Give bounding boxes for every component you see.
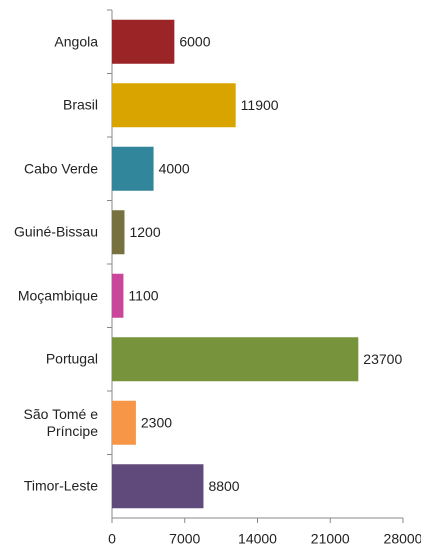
x-tick-label: 28000 xyxy=(384,531,421,547)
y-tick-label: Guiné-Bissau xyxy=(13,223,98,240)
data-label: 8800 xyxy=(208,478,239,494)
bar xyxy=(112,210,125,255)
y-tick-label: Moçambique xyxy=(17,287,98,304)
y-tick-label: Portugal xyxy=(45,350,98,367)
y-tick-label: Timor-Leste xyxy=(23,477,98,494)
bar xyxy=(112,146,154,191)
data-label: 1100 xyxy=(128,287,158,303)
bar xyxy=(112,400,136,445)
data-label: 6000 xyxy=(179,33,210,49)
data-label: 4000 xyxy=(159,160,190,176)
y-tick-label: Angola xyxy=(54,33,98,50)
bar xyxy=(112,337,359,382)
bar xyxy=(112,273,124,318)
y-tick-label: Cabo Verde xyxy=(24,160,98,177)
bar xyxy=(112,19,175,64)
x-tick-label: 21000 xyxy=(311,531,350,547)
data-label: 23700 xyxy=(363,351,402,367)
y-tick-label: São Tomé e Príncipe xyxy=(23,405,98,439)
data-label: 11900 xyxy=(241,97,279,113)
y-tick-label: Brasil xyxy=(62,96,98,113)
bar xyxy=(112,83,236,128)
data-label: 2300 xyxy=(141,414,172,430)
bar xyxy=(112,464,204,509)
data-label: 1200 xyxy=(129,224,160,240)
x-tick-label: 0 xyxy=(108,531,116,547)
x-tick-label: 7000 xyxy=(169,531,200,547)
x-tick-label: 14000 xyxy=(238,531,277,547)
